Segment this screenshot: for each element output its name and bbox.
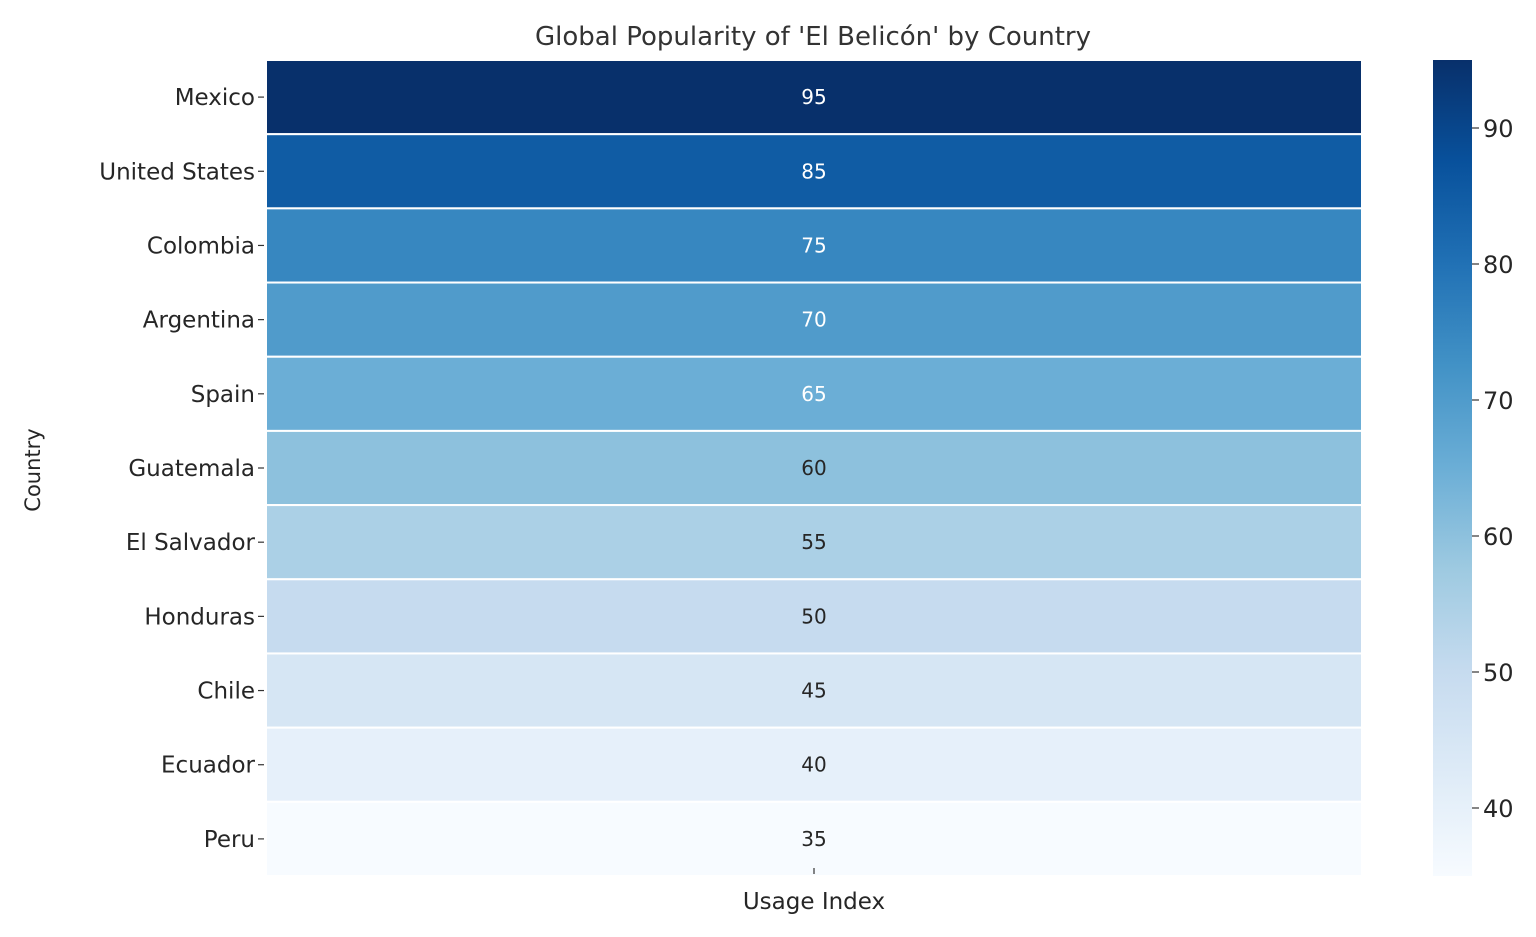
colorbar-tick-label: 90 bbox=[1483, 115, 1514, 143]
heatmap-cells: 95 85 75 70 65 60 55 50 45 40 35 bbox=[265, 59, 1363, 877]
x-tick-labels: Usage Index bbox=[743, 868, 885, 915]
heatmap-cell bbox=[265, 429, 1363, 507]
y-tick-label: Honduras bbox=[144, 604, 255, 630]
colorbar-gradient bbox=[1433, 60, 1472, 876]
y-axis-label: Country bbox=[21, 428, 45, 511]
y-tick-label: Argentina bbox=[143, 308, 255, 334]
chart-title: Global Popularity of 'El Belicón' by Cou… bbox=[535, 22, 1091, 52]
y-tick-label: Peru bbox=[204, 827, 255, 853]
cell-value-label: 85 bbox=[801, 159, 826, 183]
cell-value-label: 40 bbox=[801, 753, 826, 777]
colorbar-tick-label: 80 bbox=[1483, 251, 1514, 279]
heatmap-cell bbox=[265, 281, 1363, 358]
y-tick-labels: Mexico United States Colombia Argentina Spai… bbox=[99, 85, 264, 853]
y-tick-label: Spain bbox=[191, 382, 255, 408]
cell-value-label: 95 bbox=[801, 85, 826, 109]
heatmap-cell bbox=[265, 800, 1363, 877]
heatmap-cell bbox=[265, 133, 1363, 210]
cell-value-label: 60 bbox=[801, 456, 826, 480]
cell-value-label: 70 bbox=[801, 308, 826, 332]
cell-value-label: 65 bbox=[801, 382, 826, 406]
colorbar: 40 50 60 70 80 90 bbox=[1433, 60, 1514, 876]
y-tick-label: Chile bbox=[197, 679, 255, 705]
colorbar-tick-label: 40 bbox=[1483, 795, 1514, 823]
y-tick-label: Guatemala bbox=[128, 456, 255, 482]
x-tick-label: Usage Index bbox=[743, 889, 885, 915]
cell-value-label: 45 bbox=[801, 679, 826, 703]
y-tick-label: Colombia bbox=[147, 233, 255, 259]
cell-value-label: 75 bbox=[801, 233, 826, 257]
cell-value-label: 35 bbox=[801, 827, 826, 851]
colorbar-tick-label: 70 bbox=[1483, 387, 1514, 415]
y-tick-label: El Salvador bbox=[126, 530, 256, 556]
cell-value-label: 50 bbox=[801, 604, 826, 628]
heatmap-cell bbox=[265, 726, 1363, 803]
heatmap-cell bbox=[265, 59, 1363, 136]
y-tick-label: United States bbox=[99, 159, 255, 185]
heatmap-cell bbox=[265, 578, 1363, 655]
colorbar-tick-label: 50 bbox=[1483, 659, 1514, 687]
y-tick-label: Ecuador bbox=[161, 753, 256, 779]
cell-value-label: 55 bbox=[801, 530, 826, 554]
y-tick-label: Mexico bbox=[175, 85, 255, 111]
colorbar-tick-label: 60 bbox=[1483, 523, 1514, 551]
heatmap-cell bbox=[265, 207, 1363, 284]
